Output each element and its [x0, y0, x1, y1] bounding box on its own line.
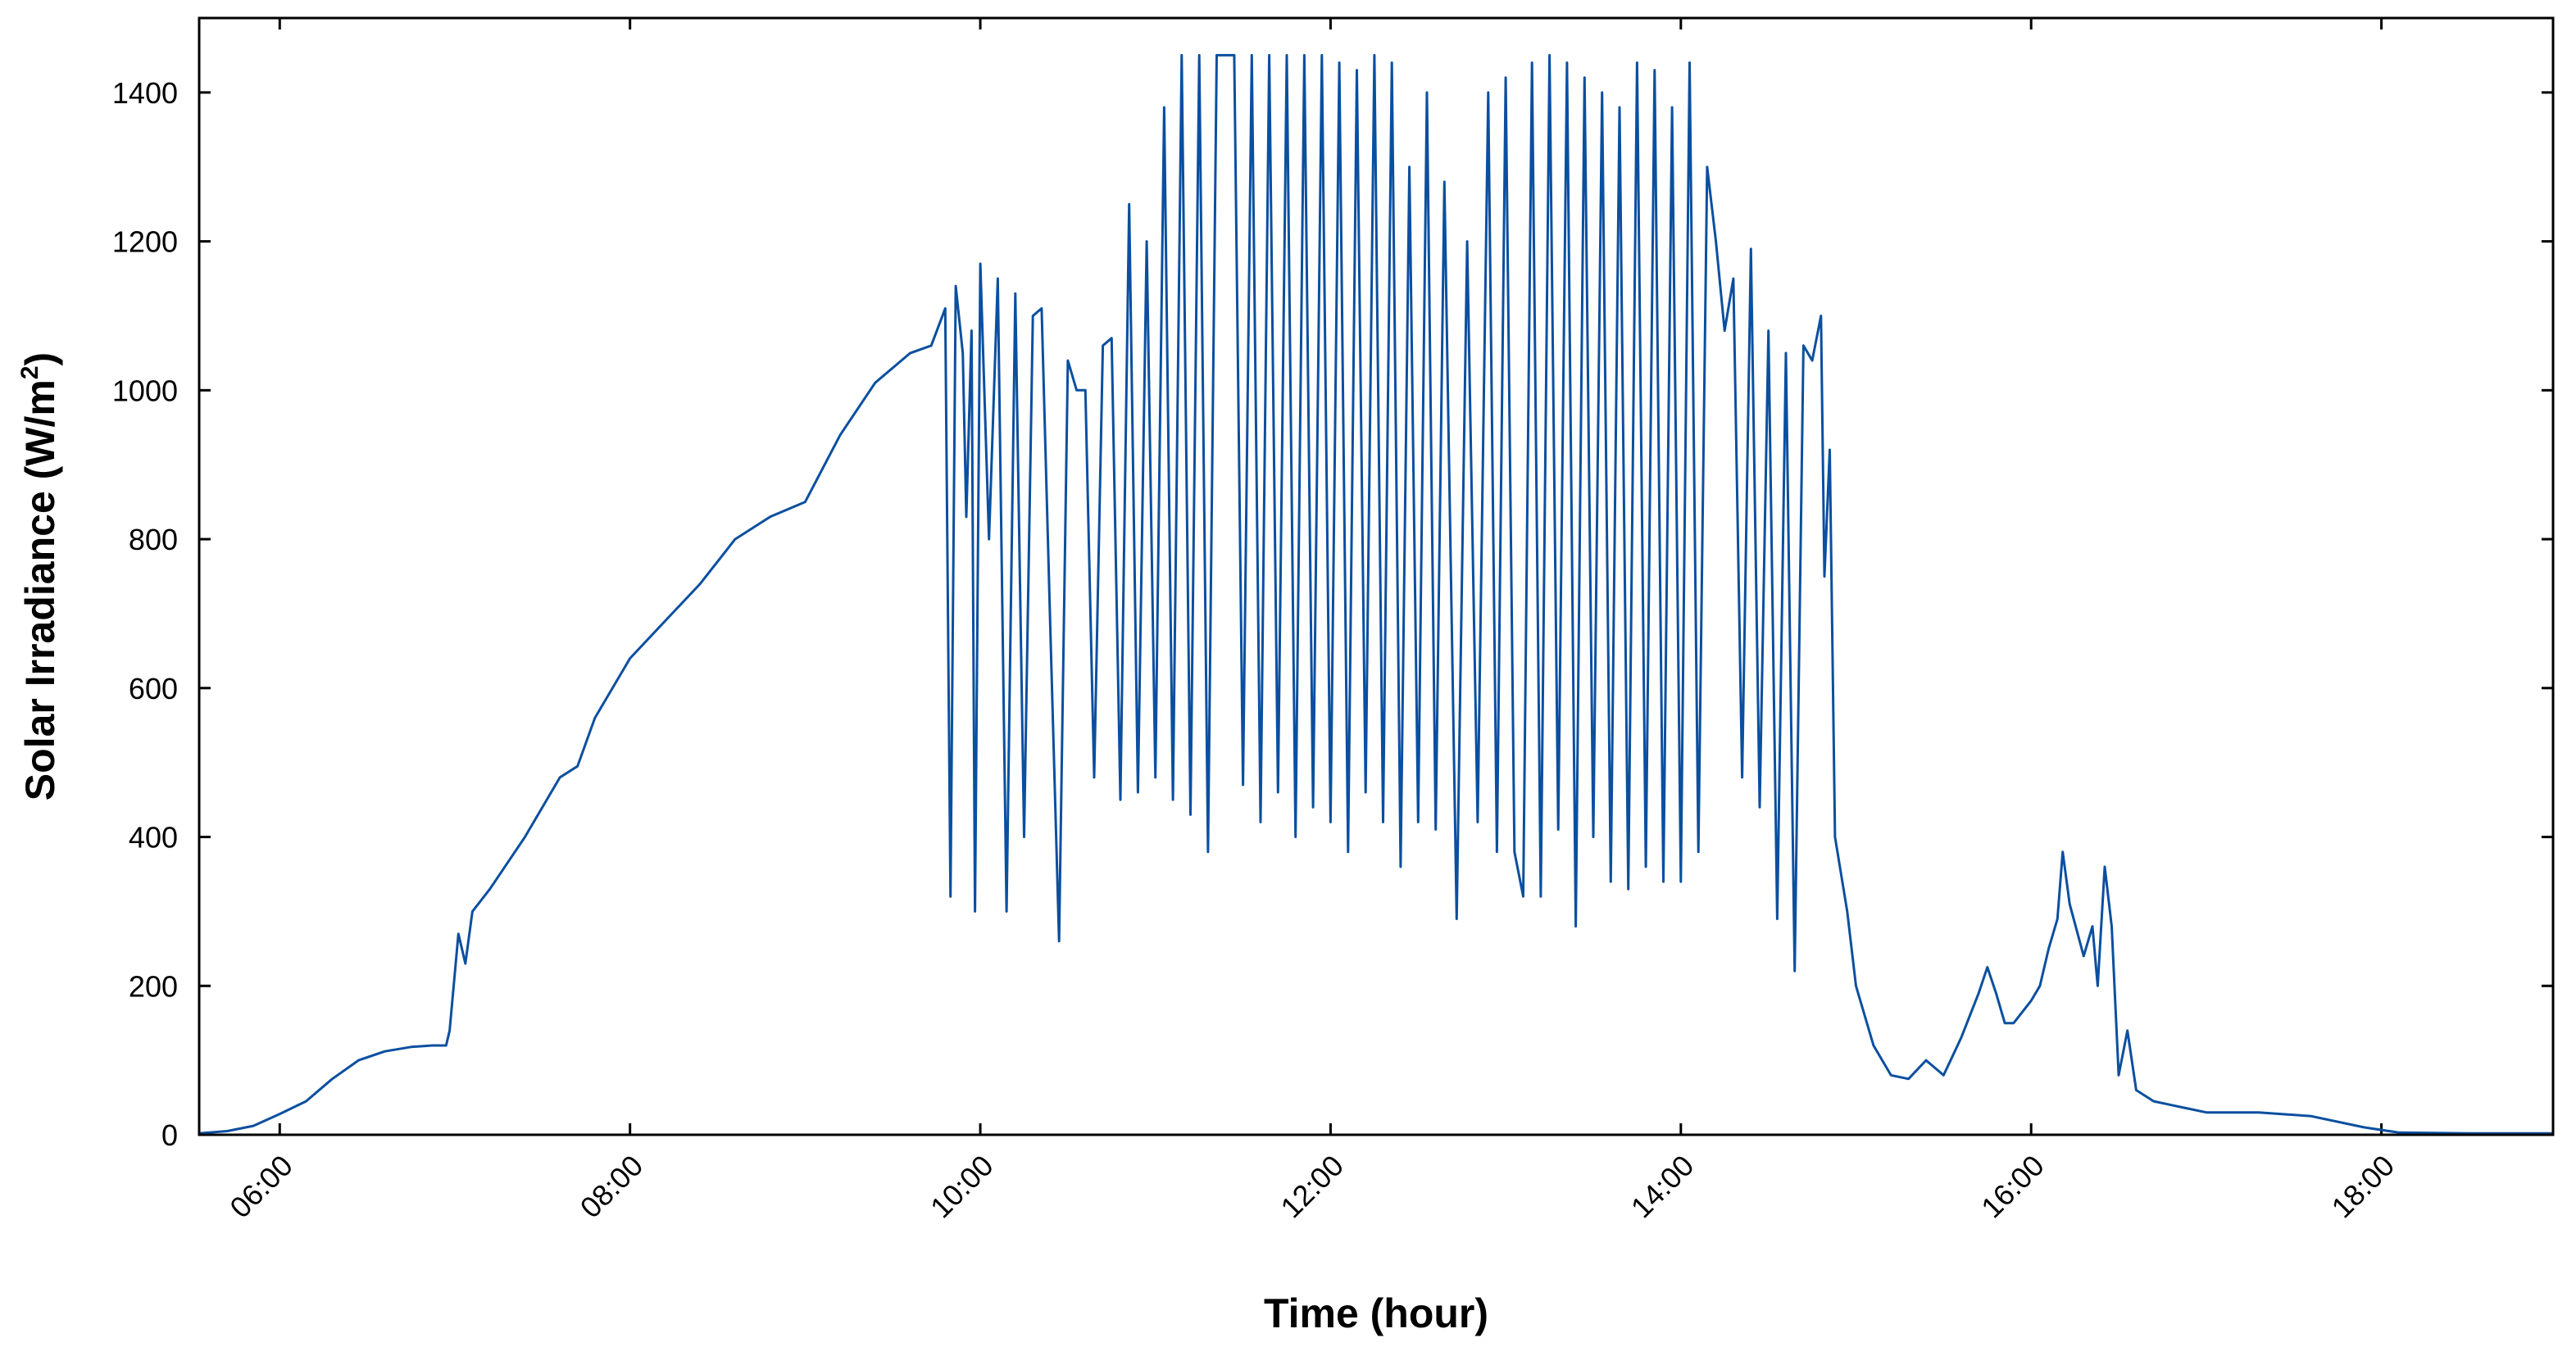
irradiance-series-line [198, 53, 2553, 1135]
y-axis-title-superscript: 2 [16, 365, 43, 379]
x-axis-title: Time (hour) [1264, 1290, 1488, 1336]
x-tick-label: 12:00 [1274, 1149, 1350, 1225]
y-axis-title: Solar Irradiance (W/m2) [16, 352, 63, 800]
y-tick-label: 0 [161, 1118, 178, 1152]
x-tick-label: 18:00 [2325, 1149, 2401, 1225]
x-tick-label: 10:00 [924, 1149, 1000, 1225]
y-tick-label: 400 [129, 821, 178, 855]
y-axis-ticks: 0 200 400 600 800 1000 1200 1400 [112, 76, 2553, 1152]
x-tick-label: 06:00 [223, 1149, 299, 1225]
x-tick-label: 14:00 [1624, 1149, 1701, 1225]
y-tick-label: 1200 [112, 225, 178, 259]
x-tick-label: 08:00 [574, 1149, 650, 1225]
y-tick-label: 1000 [112, 374, 178, 407]
plot-frame [198, 16, 2555, 1136]
y-tick-label: 600 [129, 672, 178, 705]
y-axis-title-close: ) [17, 352, 63, 366]
y-tick-label: 800 [129, 523, 178, 556]
y-axis-title-main: Solar Irradiance (W/m [17, 379, 63, 800]
y-tick-label: 200 [129, 969, 178, 1003]
x-tick-label: 16:00 [1974, 1149, 2051, 1225]
y-tick-label: 1400 [112, 76, 178, 110]
